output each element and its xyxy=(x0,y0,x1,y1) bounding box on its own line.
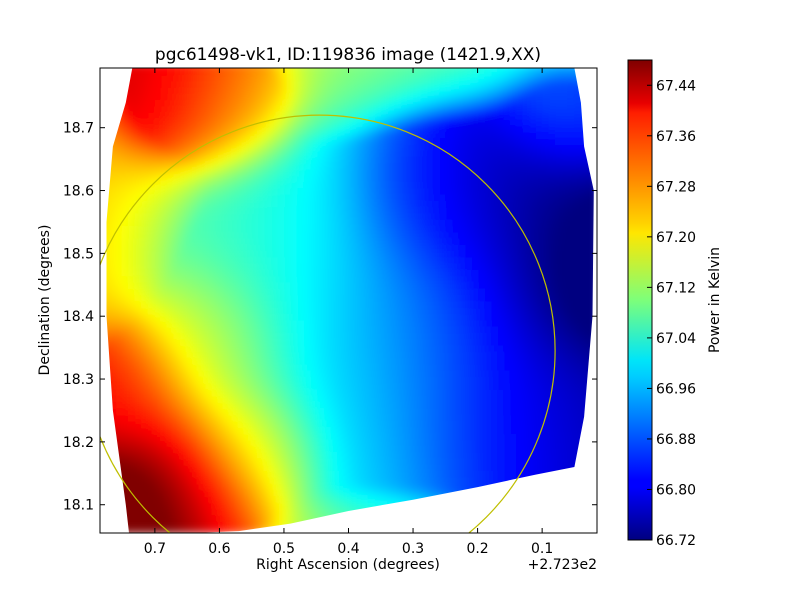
colorbar-tick-label: 67.44 xyxy=(656,78,696,94)
colorbar-tick-label: 67.28 xyxy=(656,179,696,195)
y-tick-label: 18.4 xyxy=(63,309,94,325)
x-tick-label: 0.7 xyxy=(144,541,166,557)
colorbar-tick-label: 66.80 xyxy=(656,482,696,498)
y-tick-label: 18.6 xyxy=(63,184,94,200)
x-tick-label: 0.1 xyxy=(531,541,553,557)
y-tick-label: 18.3 xyxy=(63,372,94,388)
beam-circle xyxy=(100,114,556,533)
colorbar-tick-label: 66.88 xyxy=(656,432,696,448)
colorbar-tick-label: 66.96 xyxy=(656,381,696,397)
colorbar-tick-label: 67.12 xyxy=(656,280,696,296)
colorbar-tick-label: 67.04 xyxy=(656,331,696,347)
x-offset-label: +2.723e2 xyxy=(528,557,597,573)
heatmap xyxy=(106,68,594,533)
x-tick-label: 0.5 xyxy=(273,541,295,557)
x-tick-label: 0.6 xyxy=(208,541,230,557)
y-axis-label: Declination (degrees) xyxy=(37,225,53,376)
colorbar-tick-label: 67.20 xyxy=(656,230,696,246)
y-tick-label: 18.7 xyxy=(63,121,94,137)
colorbar-tick-label: 66.72 xyxy=(656,533,696,549)
chart-title: pgc61498-vk1, ID:119836 image (1421.9,XX… xyxy=(155,45,541,65)
x-tick-label: 0.3 xyxy=(402,541,424,557)
colorbar-tick-label: 67.36 xyxy=(656,129,696,145)
x-axis-label: Right Ascension (degrees) xyxy=(256,557,440,573)
x-tick-label: 0.4 xyxy=(337,541,359,557)
x-tick-label: 0.2 xyxy=(466,541,488,557)
colorbar xyxy=(627,59,653,541)
y-tick-label: 18.5 xyxy=(63,246,94,262)
colorbar-label: Power in Kelvin xyxy=(707,247,723,353)
y-tick-label: 18.2 xyxy=(63,435,94,451)
y-tick-label: 18.1 xyxy=(63,498,94,514)
